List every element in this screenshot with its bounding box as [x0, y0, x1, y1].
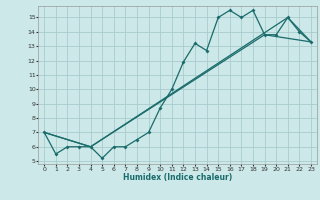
X-axis label: Humidex (Indice chaleur): Humidex (Indice chaleur)	[123, 173, 232, 182]
